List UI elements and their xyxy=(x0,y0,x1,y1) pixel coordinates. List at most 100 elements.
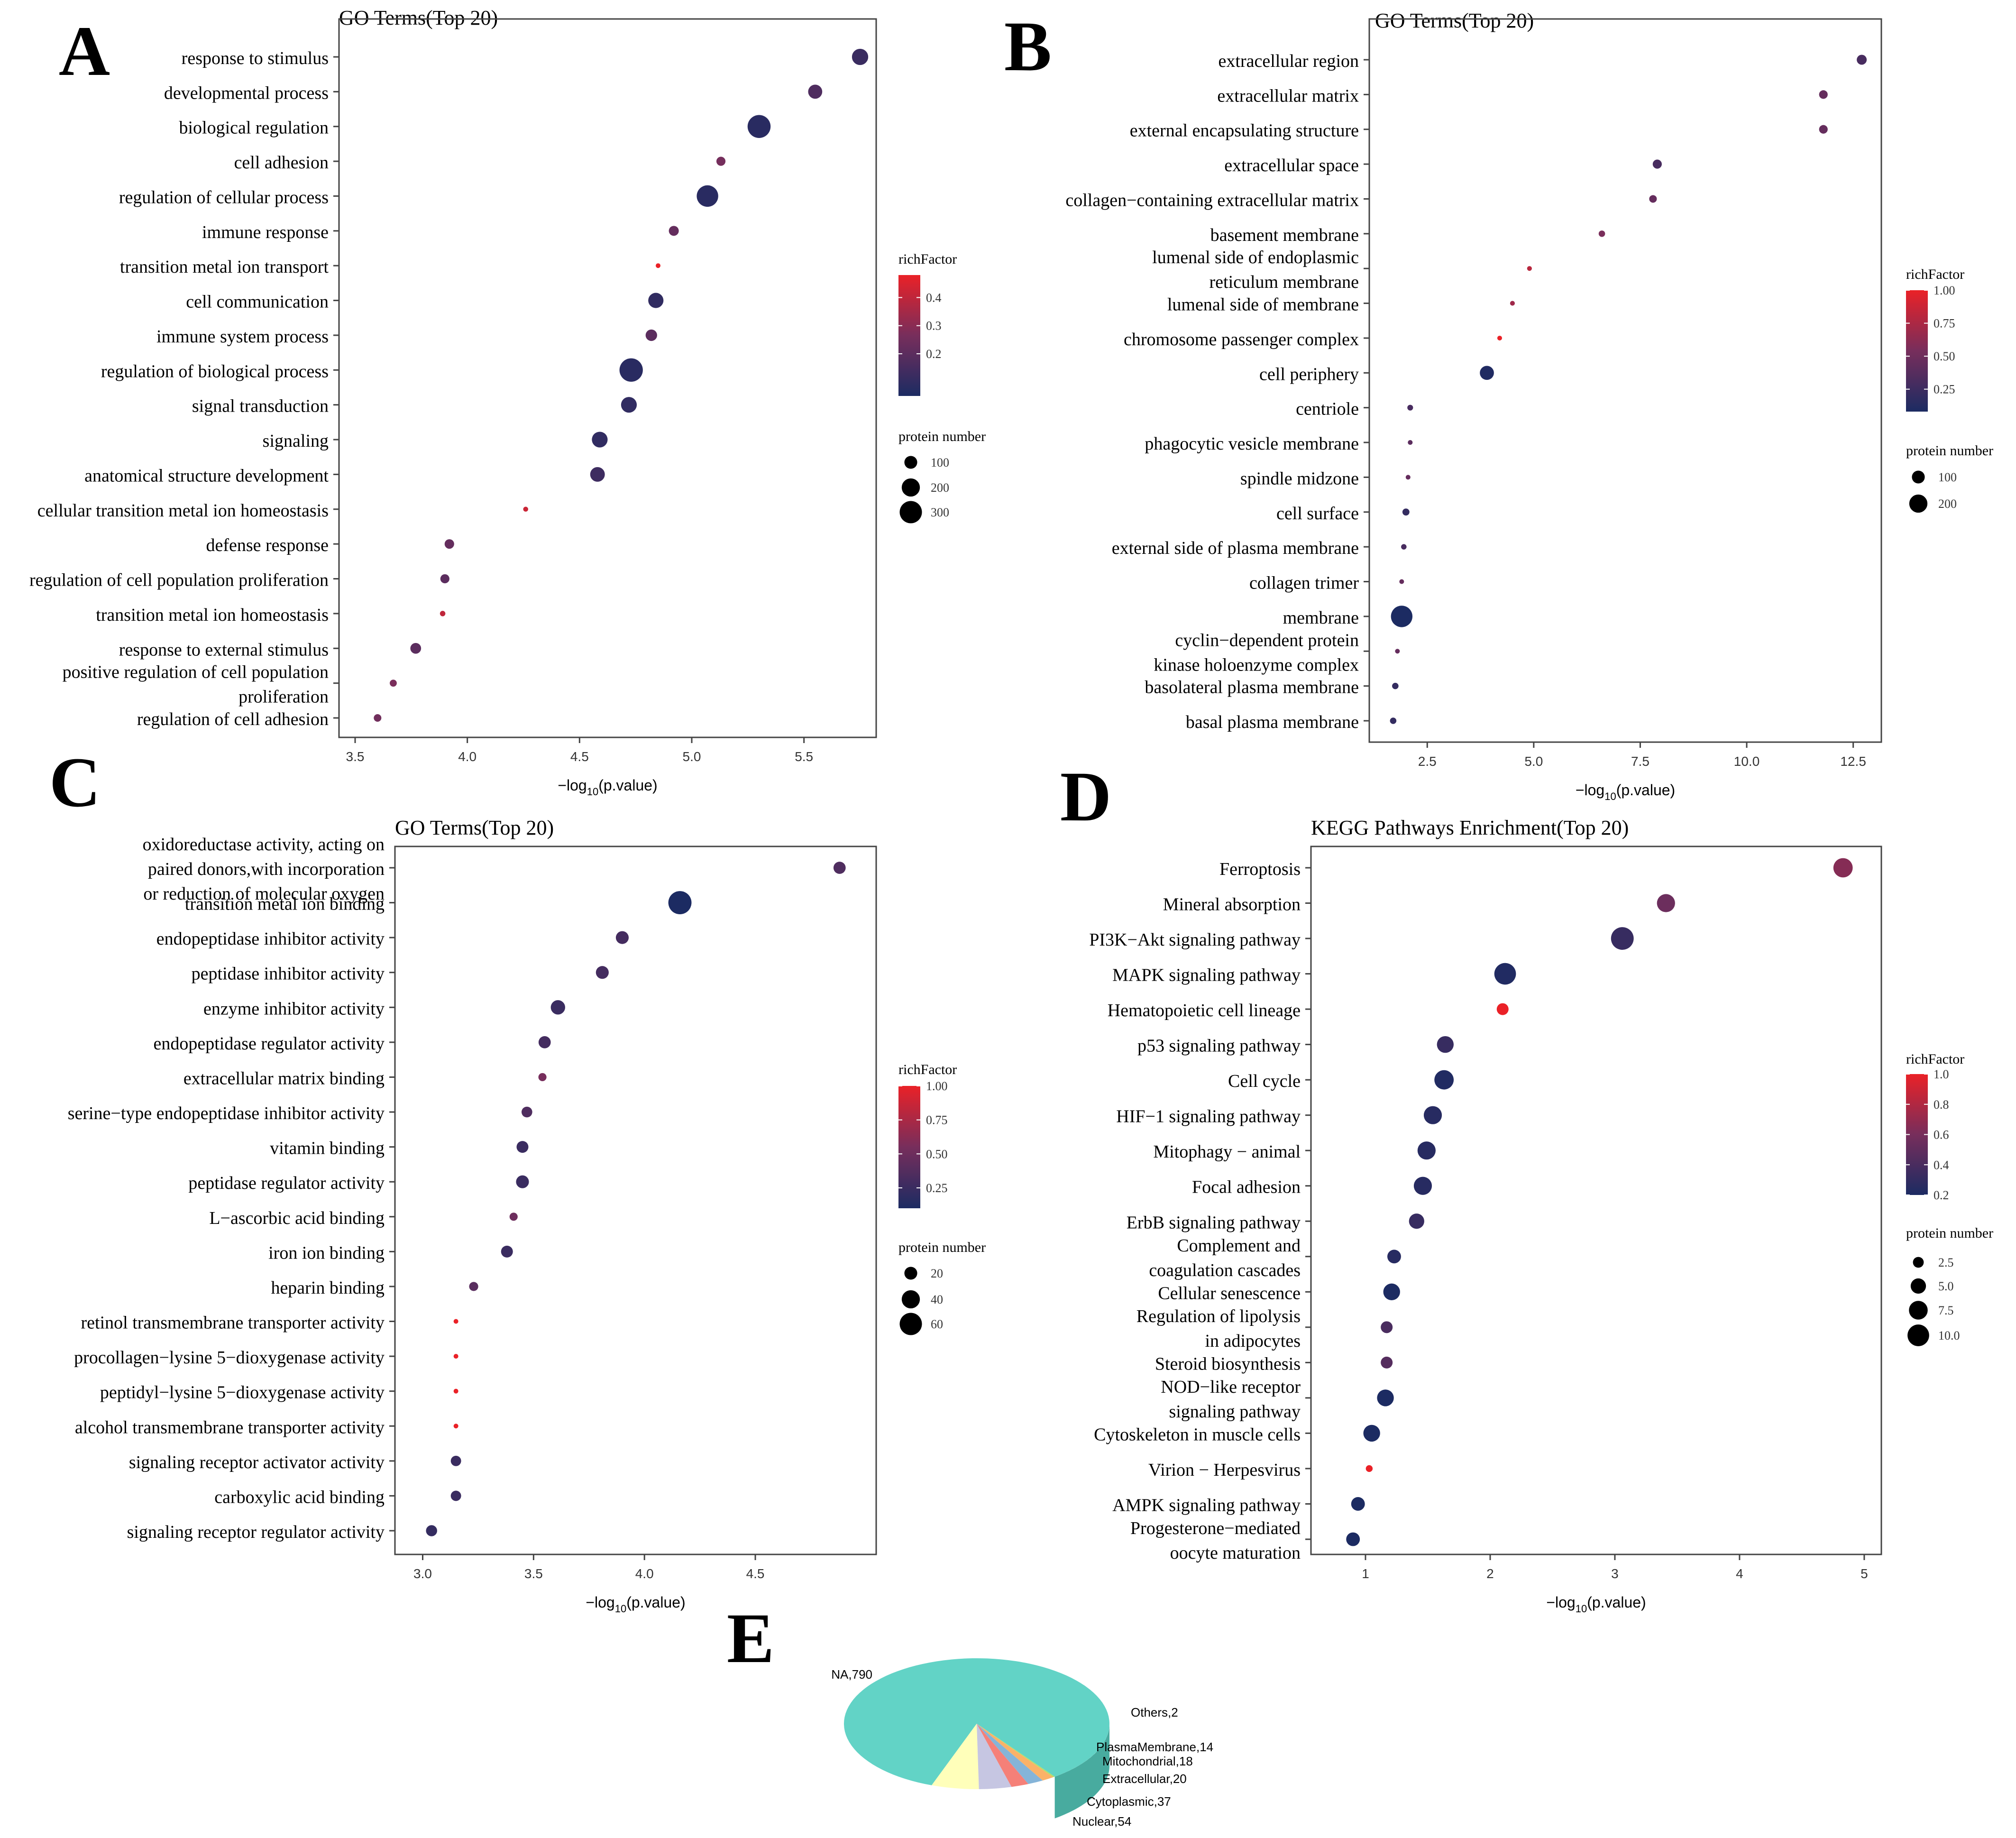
y-tick-label: peptidase regulator activity xyxy=(188,1173,385,1193)
size-legend-label: 100 xyxy=(1938,470,1957,484)
plot-frame xyxy=(394,845,877,1555)
data-point xyxy=(453,1354,458,1359)
y-tick-label: regulation of biological process xyxy=(101,361,329,381)
x-axis-label: −log10(p.value) xyxy=(1576,781,1675,802)
data-point xyxy=(852,48,869,65)
data-point xyxy=(619,358,643,382)
size-legend-label: 20 xyxy=(931,1267,943,1280)
panel-A: A GO Terms(Top 20) 3.5 4.0 4.5 5.0 5.5 −log10(p… xyxy=(29,6,986,798)
panel-letter: D xyxy=(1060,757,1111,836)
data-point xyxy=(410,643,422,654)
y-tick-label: lumenal side of membrane xyxy=(1167,295,1359,315)
colorbar-tick-label: 0.25 xyxy=(1934,383,1955,396)
x-axis-label: −log10(p.value) xyxy=(558,777,657,798)
y-tick-label: regulation of cellular process xyxy=(119,187,329,207)
y-tick-label: kinase holoenzyme complex xyxy=(1154,655,1359,675)
colorbar-tick-label: 1.00 xyxy=(1934,284,1955,297)
x-axis-label-tail: (p.value) xyxy=(626,1594,686,1611)
size-legend-label: 7.5 xyxy=(1938,1304,1954,1317)
data-point xyxy=(1363,1424,1380,1442)
x-axis-label: −log10(p.value) xyxy=(586,1594,685,1615)
panel-D: D KEGG Pathways Enrichment(Top 20) 1 2 3 4 5 −l… xyxy=(1060,757,1993,1615)
colorbar-title: richFactor xyxy=(1906,267,1964,282)
x-axis-label-sub: 10 xyxy=(1604,790,1616,802)
y-tick-label: centriole xyxy=(1296,399,1359,419)
y-tick-label: basement membrane xyxy=(1210,225,1359,245)
data-point xyxy=(1413,1176,1432,1195)
y-tick-label: in adipocytes xyxy=(1205,1331,1301,1351)
size-legend-label: 10.0 xyxy=(1938,1329,1960,1342)
y-tick-label: proliferation xyxy=(238,687,329,707)
y-tick-label: cell adhesion xyxy=(234,153,329,173)
y-tick-label: collagen trimer xyxy=(1249,573,1359,593)
pie-side-na xyxy=(1054,1724,1109,1819)
size-legend-label: 100 xyxy=(931,456,949,469)
colorbar-tick-label: 0.4 xyxy=(926,291,942,304)
x-tick-label: 4.5 xyxy=(570,749,589,764)
colorbar-tick-label: 0.6 xyxy=(1934,1128,1949,1142)
y-tick-label: transition metal ion transport xyxy=(120,257,329,277)
pie-label-cytoplasmic: Cytoplasmic,37 xyxy=(1087,1794,1171,1809)
x-axis-label-tail: (p.value) xyxy=(1616,781,1676,799)
y-tick-label: basal plasma membrane xyxy=(1186,712,1359,732)
data-point xyxy=(696,185,718,207)
size-legend-title: protein number xyxy=(898,429,986,444)
data-point xyxy=(1346,1532,1360,1546)
colorbar-title: richFactor xyxy=(898,1062,957,1077)
data-point xyxy=(592,432,608,448)
data-point xyxy=(1365,1465,1373,1472)
pie-slice-cytoplasmic xyxy=(977,1724,1012,1789)
x-axis-label-sub: 10 xyxy=(1576,1603,1587,1615)
colorbar-tick-label: 0.50 xyxy=(1934,349,1955,363)
data-point xyxy=(1390,717,1397,724)
data-point xyxy=(1401,544,1407,550)
x-tick-label: 1 xyxy=(1362,1566,1369,1581)
data-point xyxy=(1494,963,1516,985)
y-tick-label: signal transduction xyxy=(192,396,329,416)
colorbar-tick-label: 0.4 xyxy=(1934,1158,1949,1172)
size-legend-label: 200 xyxy=(931,481,949,495)
data-point xyxy=(440,611,446,616)
data-point xyxy=(596,966,609,979)
data-point xyxy=(1819,125,1828,134)
y-tick-label: cell surface xyxy=(1276,504,1359,524)
pie-slice-others xyxy=(977,1724,1055,1777)
y-tick-label: defense response xyxy=(206,535,329,555)
x-tick-label: 5.0 xyxy=(683,749,701,764)
x-tick-label: 5.5 xyxy=(795,749,813,764)
size-legend-title: protein number xyxy=(1906,1225,1993,1241)
pie-label-plasmamembrane: PlasmaMembrane,14 xyxy=(1096,1740,1213,1754)
x-tick-label: 2.5 xyxy=(1418,754,1437,769)
y-tick-label: alcohol transmembrane transporter activi… xyxy=(75,1417,385,1437)
y-tick-label: collagen−containing extracellular matrix xyxy=(1065,190,1359,210)
x-tick-label: 3 xyxy=(1611,1566,1619,1581)
pie-label-nuclear: Nuclear,54 xyxy=(1072,1814,1131,1829)
y-tick-label: external encapsulating structure xyxy=(1130,121,1359,141)
pie-slice-mitochondrial xyxy=(977,1724,1043,1784)
y-tick-label: or reduction of molecular oxygen xyxy=(143,884,385,904)
size-legend-label: 200 xyxy=(1938,497,1957,511)
pie-slice-extracellular xyxy=(977,1724,1028,1787)
colorbar-tick-label: 0.25 xyxy=(926,1181,948,1195)
y-tick-label: regulation of cell adhesion xyxy=(137,709,329,729)
data-point xyxy=(669,226,679,236)
data-point xyxy=(453,1319,458,1324)
x-tick-label: 3.0 xyxy=(413,1566,432,1581)
y-tick-label: positive regulation of cell population xyxy=(63,662,329,682)
x-axis-label-tail: (p.value) xyxy=(1587,1594,1646,1611)
x-axis-label-main: −log xyxy=(1546,1594,1575,1611)
y-tick-label: regulation of cell population proliferat… xyxy=(29,570,329,590)
y-tick-label: extracellular region xyxy=(1219,51,1359,71)
data-point xyxy=(1649,195,1657,203)
data-point xyxy=(1611,927,1634,950)
colorbar-tick-label: 0.50 xyxy=(926,1147,948,1161)
data-point xyxy=(1377,1389,1394,1406)
size-legend-point xyxy=(899,1313,922,1335)
y-tick-label: extracellular matrix binding xyxy=(183,1068,385,1088)
y-tick-label: cell communication xyxy=(186,292,329,312)
panel-E: E NA,790 Nuclear,54 Cytoplasmic,37 Extracell… xyxy=(727,1599,1213,1829)
size-legend-point xyxy=(1910,1278,1926,1294)
x-axis-label: −log10(p.value) xyxy=(1546,1594,1646,1615)
y-tick-label: Steroid biosynthesis xyxy=(1155,1354,1301,1374)
y-tick-label: external side of plasma membrane xyxy=(1112,538,1359,558)
